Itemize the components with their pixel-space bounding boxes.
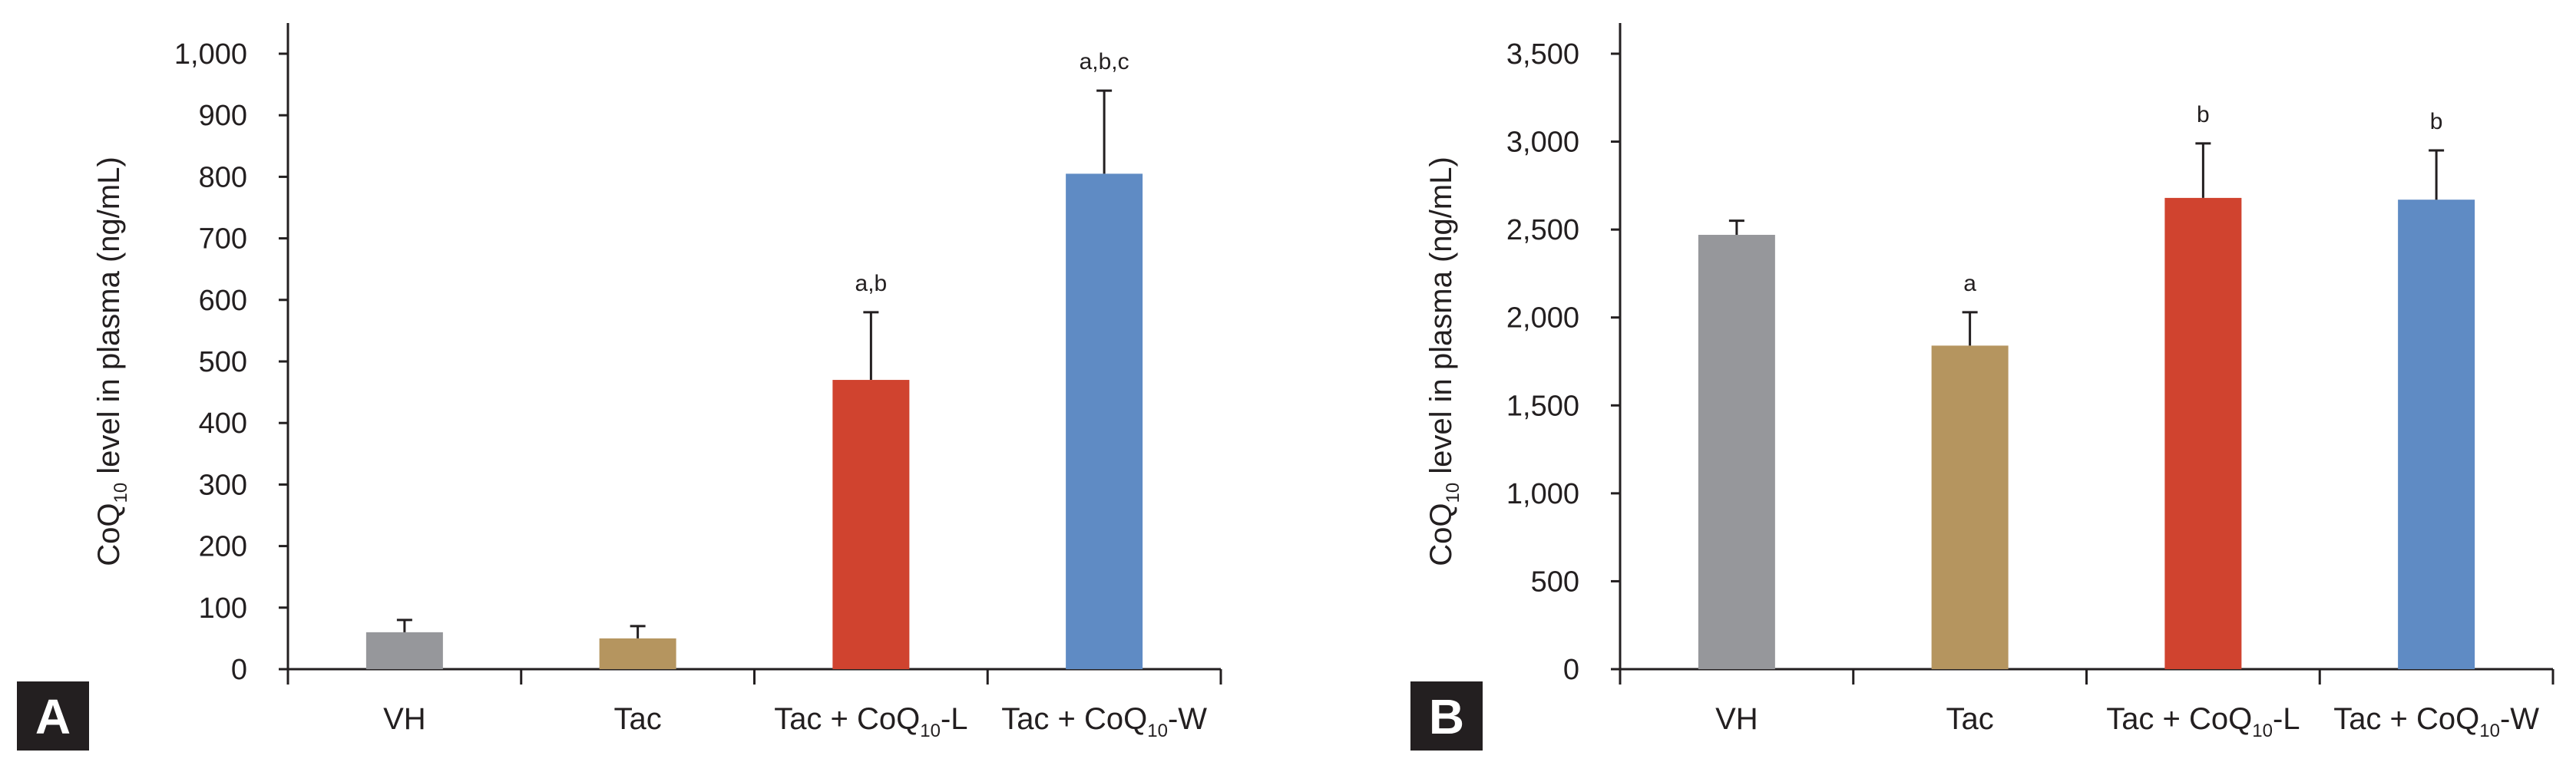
y-tick-label: 1,000 <box>1506 478 1579 510</box>
y-tick-label: 600 <box>199 285 247 317</box>
x-category-label: VH <box>1715 702 1758 736</box>
y-axis-label: CoQ10 level in plasma (ng/mL) <box>1424 157 1463 566</box>
bar <box>1066 173 1143 669</box>
x-category-label: Tac + CoQ10-W <box>1001 702 1207 741</box>
y-tick-label: 400 <box>199 407 247 440</box>
y-tick-label: 800 <box>199 161 247 193</box>
bar <box>2398 200 2475 669</box>
bar <box>1931 345 2009 669</box>
panel-label: B <box>1429 689 1464 744</box>
y-tick-label: 100 <box>199 592 247 625</box>
panel-label: A <box>35 689 71 744</box>
y-tick-label: 3,500 <box>1506 38 1579 71</box>
y-tick-label: 700 <box>199 223 247 256</box>
x-category-label: Tac <box>614 702 662 736</box>
y-axis-label: CoQ10 level in plasma (ng/mL) <box>92 157 131 566</box>
bar <box>1698 235 1775 669</box>
y-tick-label: 3,000 <box>1506 127 1579 159</box>
y-tick-label: 500 <box>1531 566 1579 598</box>
significance-label: a <box>1963 271 1976 296</box>
y-tick-label: 1,000 <box>174 38 247 71</box>
x-category-label: Tac + CoQ10-W <box>2333 702 2539 741</box>
y-tick-label: 1,500 <box>1506 390 1579 422</box>
bar <box>2164 197 2242 669</box>
significance-label: a,b <box>855 271 888 296</box>
x-category-label: Tac + CoQ10-L <box>2106 702 2300 741</box>
y-tick-label: 2,500 <box>1506 214 1579 246</box>
y-tick-label: 0 <box>231 654 247 686</box>
y-tick-label: 2,000 <box>1506 302 1579 335</box>
significance-label: b <box>2197 102 2210 127</box>
bar <box>832 380 910 669</box>
x-category-label: Tac + CoQ10-L <box>774 702 967 741</box>
significance-label: a,b,c <box>1080 49 1129 74</box>
y-tick-label: 500 <box>199 346 247 378</box>
bar <box>365 632 443 669</box>
x-category-label: VH <box>383 702 426 736</box>
y-tick-label: 300 <box>199 469 247 501</box>
significance-label: b <box>2430 109 2443 134</box>
y-tick-label: 200 <box>199 531 247 563</box>
x-category-label: Tac <box>1946 702 1994 736</box>
panel-label-box <box>17 681 89 751</box>
panel-label-box <box>1410 681 1483 751</box>
bar <box>599 638 676 669</box>
panel-a-chart: 0 100 200 300 400 500 600 700 800 900 1,000 CoQ10 l… <box>17 23 1222 751</box>
y-tick-label: 0 <box>1563 654 1579 686</box>
panel-b-chart: 0 500 1,000 1,500 2,000 2,500 3,000 3,500 CoQ10 … <box>1410 23 2555 751</box>
y-tick-label: 900 <box>199 100 247 132</box>
